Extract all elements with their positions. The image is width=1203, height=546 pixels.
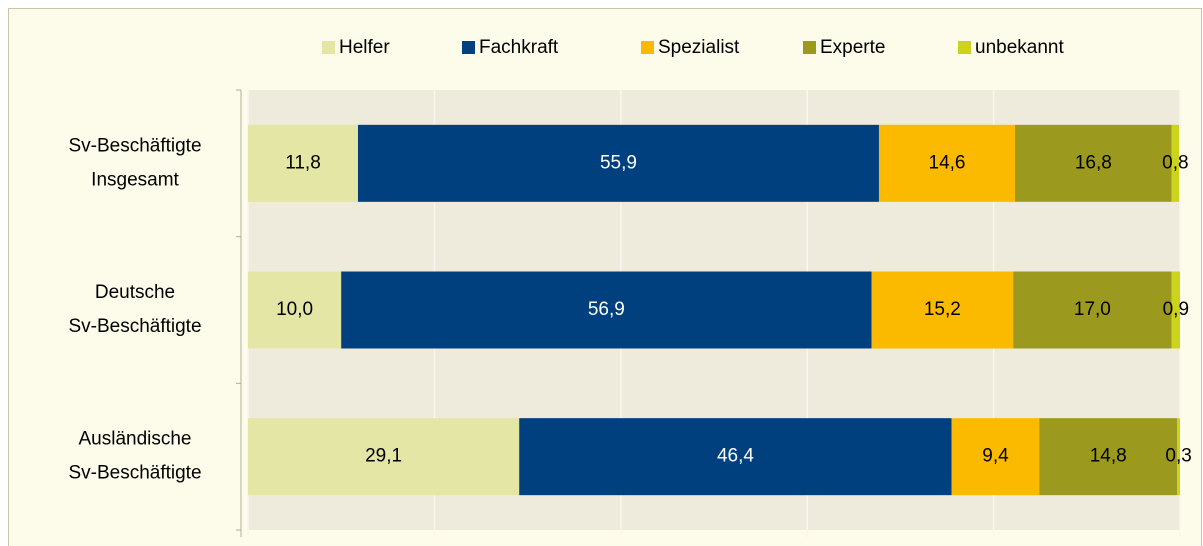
bar-segment (357, 124, 879, 202)
value-label: 11,8 (285, 152, 321, 173)
legend-label: Helfer (339, 37, 390, 58)
value-label: 15,2 (924, 299, 961, 320)
value-label: 46,4 (717, 446, 754, 467)
legend-swatch (641, 41, 654, 54)
value-label: 16,8 (1075, 152, 1112, 173)
bar-segment (1013, 271, 1172, 349)
legend-label: Fachkraft (479, 37, 559, 58)
bar-segment (871, 271, 1014, 349)
value-label: 0,3 (1165, 446, 1191, 467)
value-label: 14,6 (929, 152, 966, 173)
value-label: 55,9 (600, 152, 637, 173)
bar-segment (1039, 418, 1178, 496)
bar-segment (878, 124, 1016, 202)
bar-segment (341, 271, 872, 349)
category-label: Ausländische Sv-Beschäftigte (68, 429, 201, 484)
value-label: 0,9 (1163, 299, 1189, 320)
bar-segment (248, 271, 342, 349)
legend-swatch (462, 41, 475, 54)
category-label: Deutsche Sv-Beschäftigte (68, 282, 201, 337)
value-label: 17,0 (1074, 299, 1111, 320)
bar-segment (248, 418, 520, 496)
value-label: 14,8 (1090, 446, 1127, 467)
legend-label: Experte (820, 37, 885, 58)
category-label: Sv-Beschäftigte Insgesamt (68, 135, 201, 190)
legend-label: Spezialist (658, 37, 740, 58)
bar-segment (1177, 418, 1180, 496)
bar-segment (519, 418, 952, 496)
bar-segment (248, 124, 358, 202)
bar-segment (1171, 271, 1180, 349)
value-label: 0,8 (1162, 152, 1188, 173)
bar-segment (951, 418, 1040, 496)
legend-swatch (322, 41, 335, 54)
value-label: 10,0 (276, 299, 313, 320)
legend-label: unbekannt (975, 37, 1064, 58)
legend-swatch (803, 41, 816, 54)
bar-segment (1015, 124, 1172, 202)
legend-swatch (958, 41, 971, 54)
value-label: 29,1 (365, 446, 402, 467)
bar-segment (1171, 124, 1180, 202)
value-label: 9,4 (982, 446, 1009, 467)
value-label: 56,9 (588, 299, 625, 320)
